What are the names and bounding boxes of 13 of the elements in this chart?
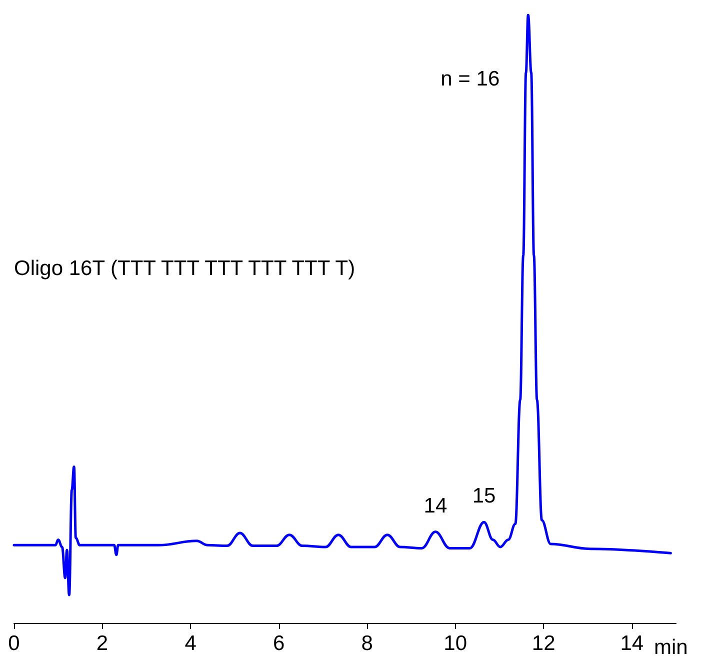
x-tick-label: 14 [620, 632, 644, 655]
x-tick-label: 8 [361, 632, 373, 655]
annotation: Oligo 16T (TTT TTT TTT TTT TTT T) [14, 257, 356, 280]
x-axis-title: min [654, 636, 688, 658]
x-tick-label: 0 [8, 632, 20, 655]
x-tick-label: 10 [444, 632, 468, 655]
x-tick-label: 6 [272, 632, 285, 655]
annotation: n = 16 [440, 68, 500, 90]
annotation: 14 [424, 494, 448, 518]
annotation: 15 [472, 484, 496, 508]
x-tick-label: 4 [184, 632, 197, 655]
x-tick-label: 2 [96, 632, 108, 655]
x-tick-label: 12 [532, 632, 556, 655]
